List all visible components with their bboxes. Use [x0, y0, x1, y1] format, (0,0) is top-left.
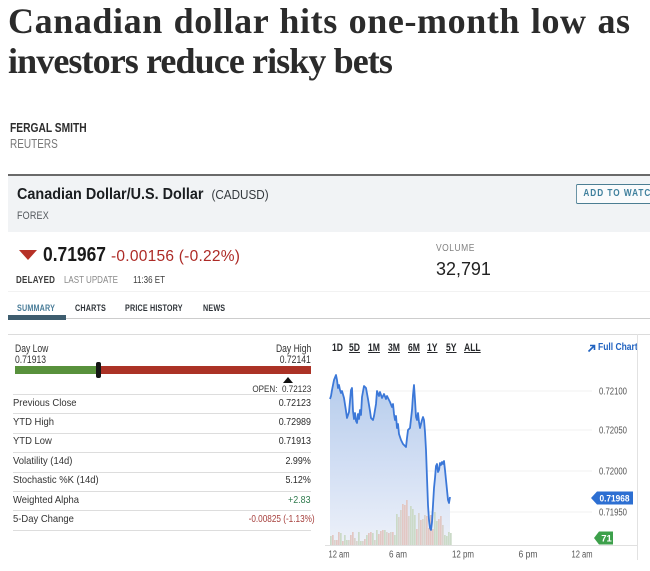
svg-text:0.72050: 0.72050	[599, 426, 627, 437]
svg-text:0.71968: 0.71968	[600, 494, 630, 505]
svg-text:12 am: 12 am	[572, 550, 593, 561]
svg-text:0.71950: 0.71950	[599, 508, 627, 519]
svg-text:6 pm: 6 pm	[519, 550, 538, 561]
svg-text:12 pm: 12 pm	[452, 550, 474, 561]
svg-text:6 am: 6 am	[389, 550, 407, 561]
svg-text:0.72000: 0.72000	[599, 467, 627, 478]
svg-text:0.72100: 0.72100	[599, 387, 627, 398]
svg-text:12 am: 12 am	[329, 550, 350, 561]
svg-text:71: 71	[601, 534, 612, 545]
